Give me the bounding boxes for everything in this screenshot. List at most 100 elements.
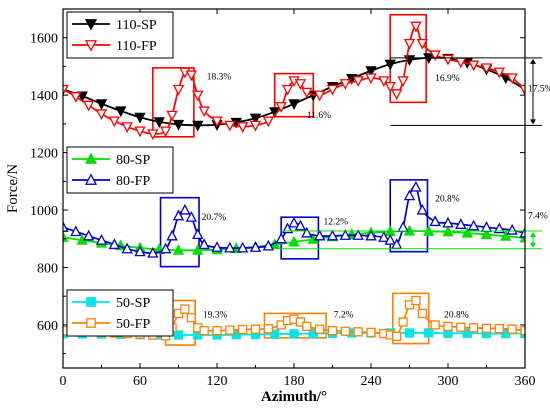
data-point xyxy=(353,327,363,337)
data-point xyxy=(192,120,204,132)
x-tick-label: 240 xyxy=(361,374,382,389)
series-110-sp xyxy=(63,53,525,132)
data-point xyxy=(339,229,352,240)
data-point xyxy=(392,331,402,342)
increase-label: 12.2% xyxy=(324,217,349,227)
data-point xyxy=(172,84,185,96)
data-point xyxy=(262,239,275,251)
data-point xyxy=(172,209,185,221)
legend-top-left: 110-SP 110-FP xyxy=(66,11,174,59)
data-point xyxy=(352,229,364,240)
data-point xyxy=(70,225,82,237)
y-tick-label: 1400 xyxy=(30,89,58,104)
data-point xyxy=(493,67,506,79)
legend-entry-label: 80-FP xyxy=(116,174,150,189)
data-point xyxy=(82,229,95,241)
data-point xyxy=(108,238,121,250)
increase-label: 20.7% xyxy=(202,213,227,223)
x-axis-label: Azimuth/° xyxy=(261,389,327,405)
data-point xyxy=(397,76,409,88)
data-point xyxy=(288,99,300,111)
data-point xyxy=(480,63,493,75)
data-point xyxy=(192,228,204,240)
legend-swatch-marker xyxy=(86,318,96,328)
data-point xyxy=(429,215,441,227)
data-point xyxy=(313,229,326,241)
data-point xyxy=(365,229,377,241)
y-axis-label: Force/N xyxy=(5,164,21,213)
data-point xyxy=(326,229,339,241)
data-point xyxy=(443,321,453,332)
increase-label: 18.3% xyxy=(207,72,232,82)
legend-entry-label: 50-FP xyxy=(116,317,150,332)
data-point xyxy=(238,324,248,335)
increase-label: 20.8% xyxy=(435,194,460,204)
y-tick-label: 800 xyxy=(37,261,58,276)
data-point xyxy=(403,189,416,201)
data-point xyxy=(378,231,390,242)
data-point xyxy=(224,120,236,132)
data-point xyxy=(236,241,249,253)
range-label: 7.4% xyxy=(528,212,548,222)
data-point xyxy=(365,73,377,85)
legend-swatch-marker xyxy=(86,297,96,307)
data-point xyxy=(121,122,133,133)
data-point xyxy=(313,90,326,102)
data-point xyxy=(82,100,95,112)
data-point xyxy=(397,221,409,232)
legend-swatch-marker xyxy=(84,19,98,31)
data-point xyxy=(493,222,506,234)
data-point xyxy=(70,92,82,103)
x-tick-label: 300 xyxy=(438,374,459,389)
data-point xyxy=(198,106,210,118)
legend-entry-label: 110-FP xyxy=(116,39,157,54)
legend-bottom-left: 50-SP 50-FP xyxy=(66,289,174,337)
data-point xyxy=(236,122,249,133)
data-point xyxy=(63,221,69,232)
data-point xyxy=(519,84,525,96)
highlight-box xyxy=(392,292,430,345)
data-point xyxy=(301,226,313,238)
data-point xyxy=(166,229,178,241)
data-point xyxy=(281,222,294,234)
data-point xyxy=(340,326,350,336)
data-point xyxy=(225,325,235,335)
data-point xyxy=(384,59,396,71)
legend-box xyxy=(66,289,174,337)
data-point xyxy=(134,245,146,257)
data-point xyxy=(249,241,262,252)
highlight-box xyxy=(152,67,195,138)
data-point xyxy=(430,320,440,330)
legend-swatch-marker xyxy=(84,152,98,164)
data-point xyxy=(416,203,429,215)
data-point xyxy=(416,38,429,50)
data-point xyxy=(288,235,300,247)
data-point xyxy=(417,308,427,319)
data-point xyxy=(462,328,472,338)
range-arrow-head-up xyxy=(530,58,536,64)
data-point xyxy=(108,116,121,128)
data-point xyxy=(270,329,280,339)
series-line xyxy=(63,56,525,127)
data-point xyxy=(315,324,325,334)
data-point xyxy=(365,66,377,77)
data-point xyxy=(384,81,396,93)
data-point xyxy=(224,241,236,253)
data-point xyxy=(404,328,415,338)
data-point xyxy=(212,326,222,336)
data-point xyxy=(172,244,185,255)
data-point xyxy=(507,324,517,334)
data-point xyxy=(467,219,480,231)
data-point xyxy=(442,216,454,228)
data-point xyxy=(455,218,467,229)
legend-swatch-marker xyxy=(84,40,98,52)
data-point xyxy=(398,317,408,327)
highlight-box xyxy=(159,196,200,268)
data-point xyxy=(403,38,416,50)
data-point xyxy=(95,99,108,111)
data-point xyxy=(185,70,198,82)
x-tick-label: 60 xyxy=(133,374,147,389)
legend-entry-label: 110-SP xyxy=(116,18,157,33)
data-point xyxy=(63,84,69,96)
